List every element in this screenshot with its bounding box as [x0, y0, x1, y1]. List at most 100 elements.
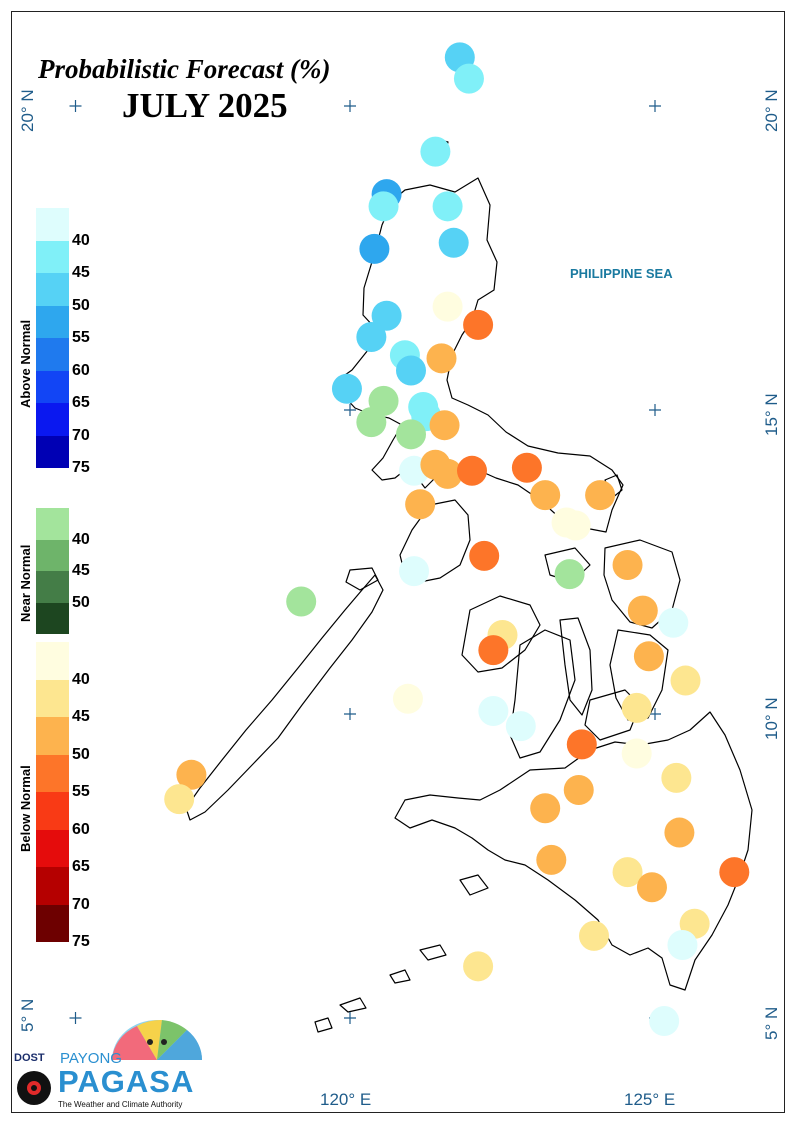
graticule-crosses [69, 100, 661, 1024]
logo-pagasa: PAGASA [58, 1064, 195, 1099]
graticule-cross [69, 100, 82, 112]
island-basilan [459, 874, 489, 896]
station-marker [356, 407, 387, 438]
graticule-cross [344, 708, 356, 720]
legend-near-swatch [36, 571, 69, 603]
station-marker [530, 793, 561, 824]
legend-above-swatch [36, 208, 69, 241]
lat-label-20-left: 20° N [18, 89, 37, 132]
station-marker [399, 556, 430, 587]
station-marker [392, 683, 423, 714]
station-marker [331, 373, 362, 404]
island-palawan [185, 574, 384, 821]
island-panay [461, 595, 541, 673]
legend-near-label: 45 [72, 562, 90, 579]
island-mindanao [394, 711, 753, 991]
legend-below-title: Below Normal [18, 765, 33, 852]
station-marker [432, 291, 463, 322]
legend-above-label: 45 [72, 264, 90, 281]
umbrella-icon [17, 1019, 203, 1105]
legend-above-swatch [36, 305, 69, 338]
island-busuanga [345, 567, 379, 591]
station-marker [563, 775, 594, 805]
map-subtitle: JULY 2025 [122, 86, 288, 125]
island-cebu [559, 617, 593, 716]
legend-near-label: 40 [72, 530, 90, 548]
station-marker [554, 559, 585, 590]
island-sulu-4 [314, 1017, 333, 1033]
station-marker [664, 817, 695, 848]
station-marker [368, 191, 399, 222]
station-marker [469, 540, 500, 571]
sea-label: PHILIPPINE SEA [570, 266, 673, 281]
legend-below-swatch [36, 792, 69, 830]
station-marker [612, 857, 643, 888]
lat-label-15-right: 15° N [762, 393, 781, 436]
legend-below-swatch [36, 754, 69, 792]
graticule-cross [649, 404, 661, 416]
legend-below-label: 40 [72, 670, 90, 688]
station-marker [420, 136, 451, 167]
station-marker [636, 872, 667, 903]
station-marker [627, 595, 658, 626]
station-marker [426, 343, 457, 374]
legend-below-swatch [36, 717, 69, 755]
legend-below-swatch [36, 679, 69, 717]
legend-above-title: Above Normal [18, 319, 33, 408]
legend-above-label: 65 [72, 394, 90, 411]
graticule-cross [344, 1012, 356, 1024]
graticule-cross [649, 100, 661, 112]
legend-above-label: 70 [72, 426, 90, 444]
logo-payong: PAYONG [60, 1050, 122, 1067]
station-marker [176, 759, 207, 790]
graticule-cross [344, 404, 356, 416]
station-marker [661, 762, 692, 793]
lat-label-20-right: 20° N [762, 89, 781, 132]
station-marker [371, 300, 402, 331]
lat-label-10-right: 10° N [762, 697, 781, 740]
legend-above-label: 50 [72, 296, 90, 314]
station-marker [667, 930, 698, 961]
station-marker [633, 641, 664, 672]
legend-below-label: 75 [72, 933, 90, 950]
legend-near-title: Near Normal [18, 544, 33, 622]
station-marker [457, 455, 487, 486]
station-marker [286, 586, 317, 617]
legend-below-label: 65 [72, 858, 90, 875]
legend-below-swatch [36, 867, 69, 905]
legend-below-label: 50 [72, 745, 90, 763]
legend-above-label: 40 [72, 231, 90, 249]
station-marker [356, 322, 387, 353]
legend-above-label: 60 [72, 361, 90, 379]
legend-near-swatch [36, 602, 69, 634]
station-marker [719, 857, 750, 888]
station-marker [453, 63, 484, 94]
legend-above-swatch [36, 240, 69, 273]
station-marker [612, 550, 643, 581]
station-marker [432, 191, 463, 222]
station-marker [536, 844, 567, 875]
station-marker [585, 480, 616, 511]
lat-label-5-right: 5° N [762, 1006, 781, 1040]
station-marker [438, 227, 469, 258]
station-marker [429, 410, 460, 441]
legend-above-swatch [36, 338, 69, 371]
station-marker [164, 784, 195, 815]
station-marker [396, 419, 426, 450]
station-marker [463, 951, 494, 982]
legend-above-swatch [36, 403, 69, 436]
station-marker [566, 729, 597, 760]
legend-below-label: 70 [72, 895, 90, 913]
legend-below-label: 60 [72, 820, 90, 838]
graticule-cross [344, 100, 356, 112]
legend-above-label: 55 [72, 329, 90, 346]
legend-below-swatch [36, 642, 69, 680]
station-marker [396, 355, 426, 386]
legend-below-label: 55 [72, 783, 90, 800]
station-marker [621, 692, 652, 723]
station-marker [359, 233, 390, 264]
island-mindoro [399, 499, 471, 583]
station-marker [463, 309, 494, 340]
station-marker [658, 607, 689, 638]
